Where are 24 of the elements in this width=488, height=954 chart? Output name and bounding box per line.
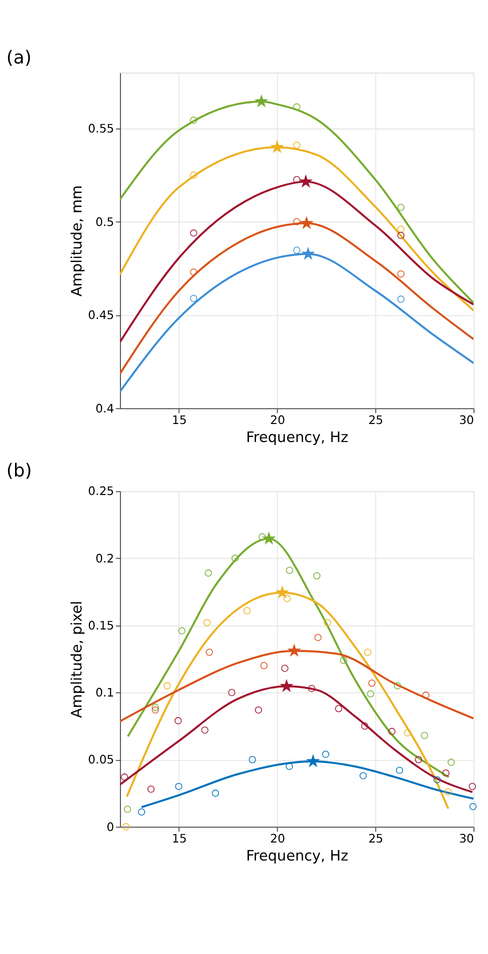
x-tick-label: 30: [459, 832, 474, 846]
y-tick-label: 0.2: [95, 551, 114, 566]
x-tick-label: 25: [368, 412, 384, 427]
x-tick-label: 15: [172, 832, 187, 846]
chart-title: (b): [6, 460, 32, 482]
y-tick-label: 0.25: [88, 484, 114, 498]
y-tick-label: 0.05: [88, 752, 114, 767]
y-tick-label: 0.1: [95, 686, 114, 700]
y-axis-title: Amplitude, pixel: [70, 600, 86, 718]
x-tick-label: 20: [270, 832, 286, 846]
y-tick-label: 0.15: [88, 618, 114, 632]
y-tick-label: 0.55: [88, 122, 114, 136]
y-tick-label: 0.45: [88, 308, 114, 322]
x-tick-label: 25: [368, 832, 384, 846]
x-tick-label: 15: [172, 412, 187, 427]
x-tick-label: 20: [270, 412, 286, 427]
y-tick-label: 0.4: [95, 401, 114, 416]
y-axis-title: Amplitude, mm: [70, 185, 86, 296]
x-axis-title: Frequency, Hz: [246, 848, 348, 865]
y-tick-label: 0: [106, 820, 114, 834]
y-tick-label: 0.5: [95, 214, 114, 229]
x-axis-title: Frequency, Hz: [246, 430, 348, 446]
chart-title: (a): [6, 48, 32, 69]
x-tick-label: 30: [459, 412, 474, 427]
